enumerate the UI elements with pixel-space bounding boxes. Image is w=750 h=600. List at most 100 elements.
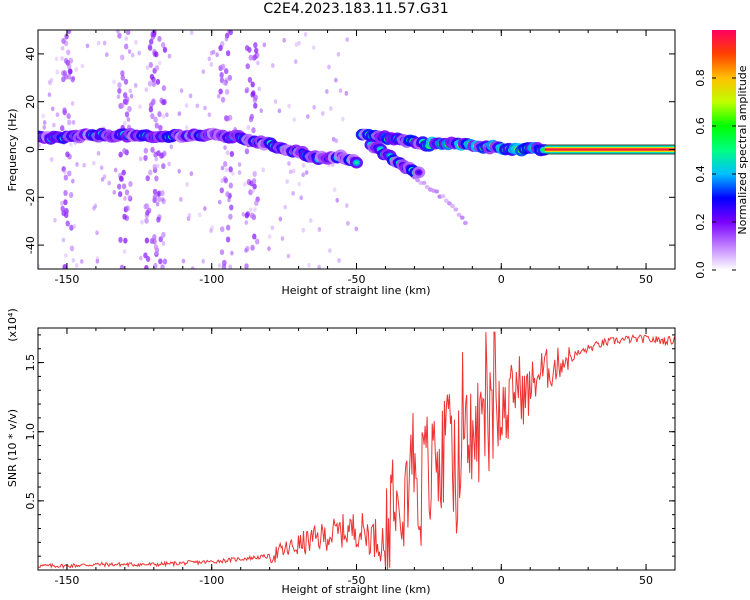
spectrogram-noise-mark [148, 106, 154, 113]
spectrogram-noise-mark [254, 200, 259, 207]
spectrogram-noise-mark [80, 63, 85, 69]
spectrogram-noise-mark [92, 160, 96, 166]
spectrogram-noise-mark [60, 56, 64, 61]
spectrogram-noise-mark [181, 258, 186, 264]
spectrogram-mark [421, 180, 427, 186]
spectrogram-noise-mark [69, 245, 75, 252]
x-tick-label: 50 [639, 273, 653, 286]
spectrogram-mark [434, 189, 440, 194]
spectrogram-noise-mark [299, 195, 304, 201]
spectrogram-noise-mark [219, 187, 224, 194]
spectrogram-noise-mark [220, 226, 225, 233]
spectrogram-noise-mark [273, 99, 278, 104]
spectrogram-noise-mark [188, 93, 193, 99]
spectrogram-noise-mark [308, 218, 313, 223]
spectrogram-noise-mark [253, 94, 258, 101]
spectrogram-noise-mark [118, 175, 124, 182]
spectrogram-mark [443, 198, 449, 203]
spectrogram-noise-mark [156, 150, 161, 157]
spectrogram-noise-mark [95, 258, 100, 264]
spectrogram-noise-mark [41, 113, 46, 119]
spectrogram-noise-mark [247, 76, 253, 83]
spectrogram-noise-mark [145, 65, 150, 71]
spectrogram-noise-mark [65, 151, 70, 158]
spectrogram-noise-mark [117, 191, 123, 198]
x-tick-label: 50 [639, 574, 653, 587]
spectrogram-noise-mark [143, 252, 148, 259]
spectrogram-noise-mark [301, 163, 306, 168]
spectrogram-noise-mark [118, 151, 123, 158]
spectrogram-noise-mark [222, 160, 228, 167]
spectrogram-noise-mark [244, 45, 250, 52]
spectrogram-mark [412, 175, 417, 180]
spectrogram-noise-mark [253, 207, 257, 212]
spectrogram-noise-mark [224, 167, 229, 173]
spectrogram-noise-mark [158, 258, 163, 265]
y-tick-label: 0.5 [24, 492, 37, 510]
spectrogram-noise-mark [331, 136, 336, 142]
spectrogram-noise-mark [327, 64, 331, 70]
spectrogram-noise-mark [201, 69, 206, 75]
spectrogram-noise-mark [218, 44, 223, 51]
spectrogram-noise-mark [113, 167, 118, 173]
spectrogram-noise-mark [65, 209, 70, 214]
spectrogram-noise-mark [71, 257, 76, 263]
spectrogram-noise-mark [71, 178, 75, 184]
spectrogram-noise-mark [228, 182, 234, 189]
spectrogram-noise-mark [335, 197, 340, 203]
snr-panel: -150 -100 -50 0 50 0.5 1.0 1.5 Height of straig… [6, 308, 676, 596]
spectrogram-noise-mark [152, 194, 158, 201]
spectrogram-noise-mark [79, 259, 84, 264]
spectrogram-ridge [544, 144, 675, 155]
spectrogram-noise-mark [161, 241, 166, 246]
spectrogram-noise-mark [311, 45, 316, 51]
spectrogram-noise-mark [277, 108, 282, 114]
spectrogram-noise-mark [151, 81, 157, 88]
spectrogram-noise-mark [144, 217, 149, 224]
spectrogram-noise-mark [270, 63, 275, 68]
spectrogram-noise-mark [252, 233, 257, 240]
spectrogram-noise-mark [301, 227, 306, 233]
spectrogram-noise-mark [297, 40, 301, 46]
spectrogram-noise-mark [145, 175, 150, 182]
spectrogram-noise-mark [72, 223, 77, 229]
spectrogram-noise-mark [96, 40, 101, 46]
spectrogram-noise-mark [254, 47, 259, 54]
spectrogram-noise-mark [225, 191, 230, 198]
spectrogram-noise-mark [270, 225, 275, 231]
x-tick-label: -50 [348, 574, 366, 587]
spectrogram-noise-mark [60, 201, 64, 206]
spectrogram-noise-mark [50, 106, 55, 112]
spectrogram-noise-mark [201, 258, 206, 264]
spectrogram-noise-mark [256, 60, 260, 66]
spectrogram-noise-mark [288, 169, 293, 175]
spectrogram-noise-mark [66, 30, 72, 34]
spectrogram-noise-mark [267, 234, 272, 240]
spectrogram-noise-mark [345, 203, 349, 208]
spectrogram-noise-mark [262, 42, 267, 48]
spectrogram-noise-mark [209, 62, 214, 67]
spectrogram-noise-mark [160, 190, 165, 197]
spectrogram-noise-mark [169, 144, 174, 150]
spectrogram-noise-mark [75, 162, 79, 167]
spectrogram-noise-mark [209, 228, 213, 233]
spectrogram-noise-mark [249, 212, 255, 219]
spectrogram-noise-mark [224, 68, 229, 75]
spectrogram-noise-mark [67, 119, 72, 126]
spectrogram-noise-mark [95, 230, 99, 236]
y-tick-label: 20 [24, 95, 37, 109]
spectrogram-mark [447, 201, 452, 206]
spectrogram-noise-mark [256, 52, 260, 58]
spectrogram-noise-mark [341, 116, 345, 122]
spectrogram-noise-mark [154, 175, 159, 182]
spectrogram-noise-mark [286, 253, 291, 259]
spectrogram-noise-mark [123, 78, 129, 85]
spectrogram-noise-mark [116, 30, 120, 34]
spectrogram-noise-mark [155, 201, 160, 207]
spectrogram-noise-mark [312, 104, 316, 110]
spectrogram-noise-mark [220, 178, 224, 184]
spectrogram-noise-mark [152, 31, 157, 38]
y-tick-label: -40 [24, 236, 37, 254]
spectrogram-noise-mark [53, 217, 57, 223]
spectrogram-noise-mark [184, 125, 189, 130]
